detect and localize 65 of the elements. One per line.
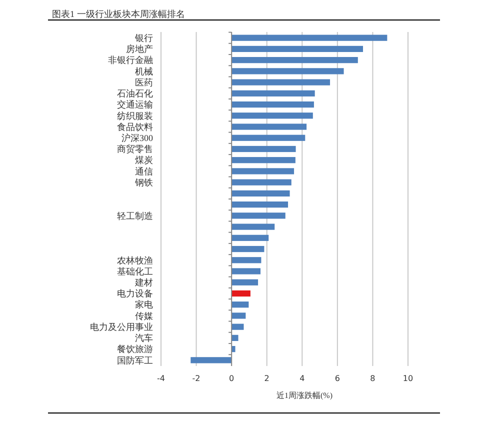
y-tick-label: 建材	[134, 278, 153, 288]
y-tick-label: 轻工制造	[117, 210, 153, 221]
bar	[232, 168, 294, 174]
bar	[232, 302, 249, 308]
bar	[232, 34, 388, 41]
y-tick-label: 汽车	[135, 333, 153, 344]
y-tick-label: 国防军工	[117, 355, 153, 366]
x-tick-label: 0	[229, 374, 234, 383]
bar	[232, 279, 258, 286]
y-tick-label: 基础化工	[117, 266, 153, 276]
bar	[232, 334, 238, 341]
x-axis-title: 近1周涨跌幅(%)	[276, 391, 333, 400]
y-tick-label: 电力设备	[117, 288, 153, 299]
y-tick-label: 交通运输	[117, 100, 153, 110]
bar	[232, 257, 262, 264]
bar	[232, 246, 264, 252]
y-tick-label: 沪深300	[122, 133, 154, 144]
chart-title: 图表1 一级行业板块本周涨幅排名	[52, 9, 185, 19]
y-tick-label: 医药	[135, 77, 153, 88]
bar	[232, 234, 269, 241]
bar	[232, 146, 296, 152]
bar	[232, 57, 358, 64]
y-tick-label: 农林牧渔	[117, 255, 153, 266]
bar	[232, 324, 244, 330]
bar	[232, 268, 261, 274]
y-tick-label: 房地产	[126, 44, 153, 54]
bar	[232, 90, 315, 96]
bar	[232, 134, 306, 141]
y-tick-label: 商贸零售	[117, 144, 153, 154]
bar	[232, 179, 292, 186]
x-tick-label: 8	[370, 374, 376, 383]
y-tick-label: 通信	[135, 166, 153, 176]
bar	[232, 190, 290, 196]
bar	[232, 224, 275, 230]
bar	[232, 68, 344, 74]
x-tick-label: 2	[264, 374, 270, 383]
bar	[232, 312, 246, 319]
y-tick-label: 餐饮旅游	[117, 344, 153, 354]
x-tick-label: -2	[192, 374, 200, 383]
bar	[190, 357, 232, 364]
y-tick-label: 食品饮料	[117, 122, 153, 132]
bar	[232, 212, 286, 219]
bar	[232, 124, 307, 130]
y-tick-label: 家电	[135, 300, 153, 310]
bar	[232, 346, 236, 352]
x-tick-label: 4	[300, 374, 305, 383]
x-tick-label: -4	[157, 374, 165, 383]
y-tick-label: 石油石化	[117, 88, 153, 99]
bar	[232, 157, 296, 164]
y-tick-label: 传媒	[135, 310, 153, 321]
y-tick-label: 钢铁	[134, 177, 153, 188]
bar	[232, 46, 364, 52]
y-tick-label: 煤炭	[135, 155, 153, 166]
bar	[232, 101, 314, 108]
y-tick-label: 电力及公用事业	[90, 322, 153, 332]
bar	[232, 290, 250, 297]
y-tick-label: 银行	[134, 32, 153, 43]
bar	[232, 79, 330, 86]
x-tick-label: 6	[334, 374, 340, 383]
y-tick-label: 机械	[135, 66, 153, 76]
x-tick-label: 10	[402, 374, 414, 383]
y-tick-label: 纺织服装	[117, 110, 153, 121]
bar	[232, 202, 288, 208]
bar	[232, 112, 313, 119]
y-tick-label: 非银行金融	[108, 55, 153, 66]
